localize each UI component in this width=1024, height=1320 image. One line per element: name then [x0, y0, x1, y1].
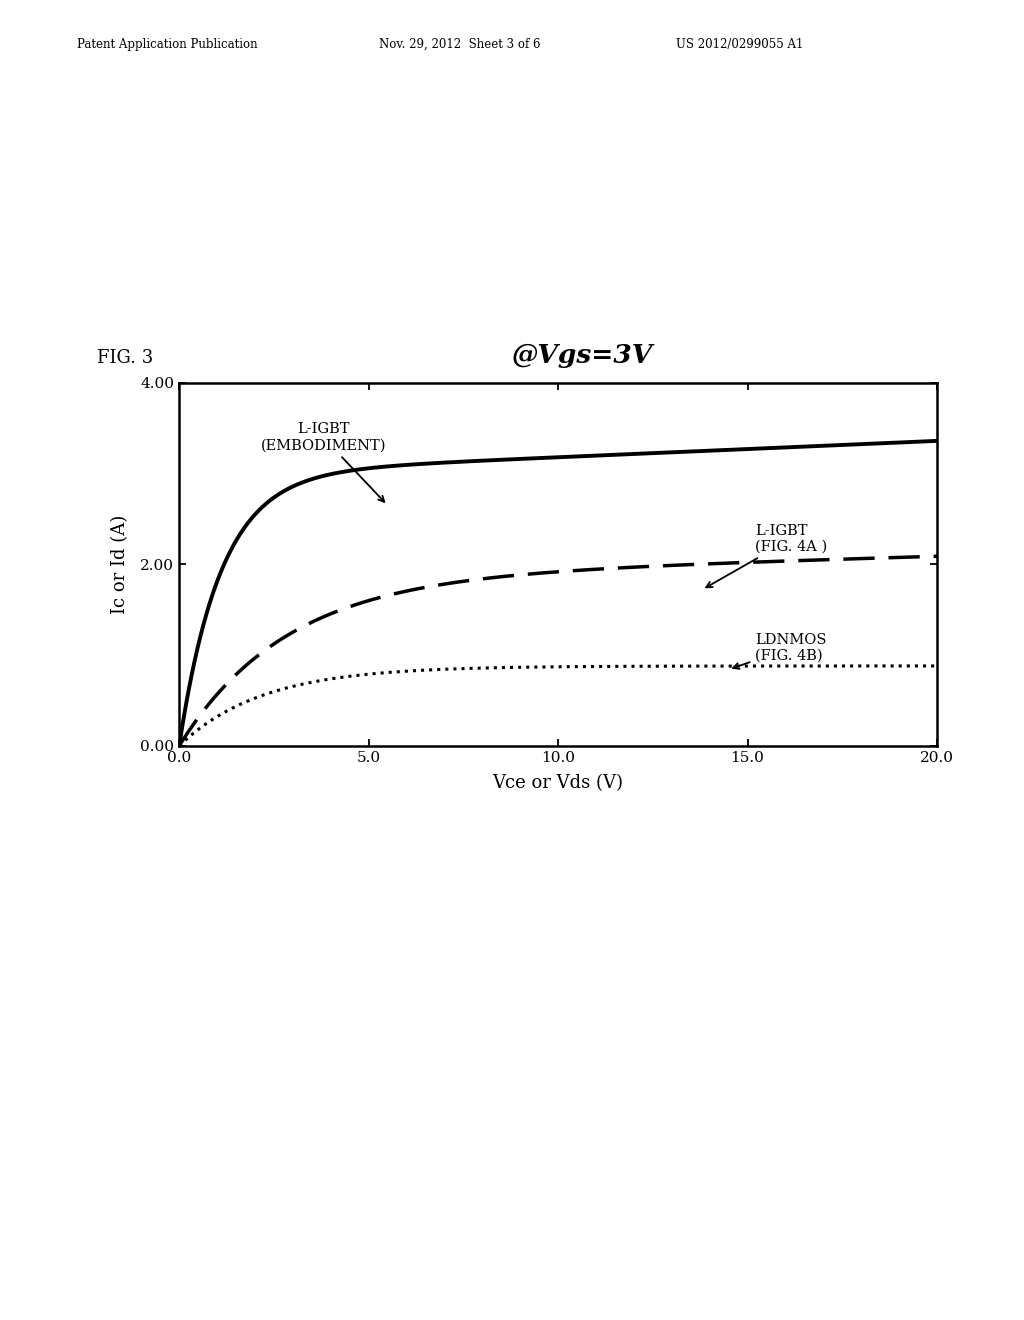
Text: LDNMOS
(FIG. 4B): LDNMOS (FIG. 4B) [733, 632, 826, 669]
Text: Patent Application Publication: Patent Application Publication [77, 37, 257, 50]
Text: L-IGBT
(FIG. 4A ): L-IGBT (FIG. 4A ) [707, 524, 827, 587]
X-axis label: Vce or Vds (V): Vce or Vds (V) [493, 775, 624, 792]
Text: @Vgs=3V: @Vgs=3V [512, 343, 653, 368]
Y-axis label: Ic or Id (A): Ic or Id (A) [112, 515, 129, 614]
Text: Nov. 29, 2012  Sheet 3 of 6: Nov. 29, 2012 Sheet 3 of 6 [379, 37, 541, 50]
Text: L-IGBT
(EMBODIMENT): L-IGBT (EMBODIMENT) [260, 422, 386, 502]
Text: US 2012/0299055 A1: US 2012/0299055 A1 [676, 37, 803, 50]
Text: FIG. 3: FIG. 3 [97, 348, 154, 367]
